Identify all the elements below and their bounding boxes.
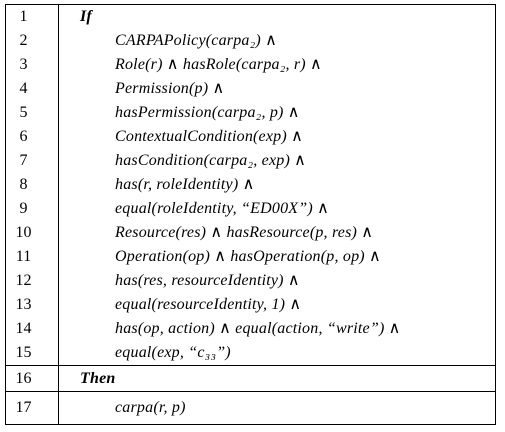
rule-condition: hasPermission(carpa₂, p) ∧ — [115, 104, 300, 121]
line-number: 3 — [19, 56, 28, 73]
rule-line-13: 13 equal(resourceIdentity, 1) ∧ — [6, 293, 495, 317]
rule-line-5: 5 hasPermission(carpa₂, p) ∧ — [6, 101, 495, 125]
line-number: 4 — [19, 80, 28, 97]
then-keyword: Then — [80, 370, 116, 387]
rule-line-2: 2 CARPAPolicy(carpa₂) ∧ — [6, 29, 495, 53]
line-number: 10 — [15, 224, 32, 241]
rule-table: 1 If 2 CARPAPolicy(carpa₂) ∧ 3 Role(r) ∧… — [5, 4, 496, 425]
line-number: 5 — [19, 104, 28, 121]
rule-line-9: 9 equal(roleIdentity, “ED00X”) ∧ — [6, 197, 495, 221]
line-number: 15 — [15, 344, 32, 361]
rule-line-8: 8 has(r, roleIdentity) ∧ — [6, 173, 495, 197]
line-number: 17 — [15, 399, 32, 416]
line-number: 9 — [19, 200, 28, 217]
rule-line-6: 6 ContextualCondition(exp) ∧ — [6, 125, 495, 149]
rule-line-1: 1 If — [6, 5, 495, 29]
rule-condition: equal(roleIdentity, “ED00X”) ∧ — [115, 200, 329, 217]
line-number: 2 — [19, 32, 28, 49]
section-divider — [6, 391, 495, 392]
rule-line-14: 14 has(op, action) ∧ equal(action, “writ… — [6, 317, 495, 341]
rule-line-17: 17 carpa(r, p) — [6, 396, 495, 420]
rule-condition: Resource(res) ∧ hasResource(p, res) ∧ — [115, 224, 374, 241]
line-number: 1 — [19, 8, 28, 25]
rule-line-7: 7 hasCondition(carpa₂, exp) ∧ — [6, 149, 495, 173]
rule-conclusion: carpa(r, p) — [115, 399, 186, 416]
rule-condition: CARPAPolicy(carpa₂) ∧ — [115, 32, 278, 49]
rule-condition: Operation(op) ∧ hasOperation(p, op) ∧ — [115, 248, 381, 265]
rule-line-15: 15 equal(exp, “c₃₃”) — [6, 341, 495, 365]
rule-condition: Role(r) ∧ hasRole(carpa₂, r) ∧ — [115, 56, 322, 73]
rule-line-3: 3 Role(r) ∧ hasRole(carpa₂, r) ∧ — [6, 53, 495, 77]
line-number: 16 — [15, 370, 32, 387]
rule-line-12: 12 has(res, resourceIdentity) ∧ — [6, 269, 495, 293]
line-number: 11 — [15, 248, 32, 265]
rule-condition: hasCondition(carpa₂, exp) ∧ — [115, 152, 307, 169]
rule-line-11: 11 Operation(op) ∧ hasOperation(p, op) ∧ — [6, 245, 495, 269]
rule-line-16: 16 Then — [6, 367, 495, 391]
rule-condition: equal(resourceIdentity, 1) ∧ — [115, 296, 302, 313]
line-number: 8 — [19, 176, 28, 193]
rule-line-10: 10 Resource(res) ∧ hasResource(p, res) ∧ — [6, 221, 495, 245]
line-number: 14 — [15, 320, 32, 337]
section-divider — [6, 365, 495, 366]
rule-condition: has(op, action) ∧ equal(action, “write”)… — [115, 320, 401, 337]
column-divider — [58, 5, 59, 424]
rule-condition: has(res, resourceIdentity) ∧ — [115, 272, 300, 289]
line-number: 7 — [19, 152, 28, 169]
rule-line-4: 4 Permission(p) ∧ — [6, 77, 495, 101]
line-number: 6 — [19, 128, 28, 145]
line-number: 13 — [15, 296, 32, 313]
rule-condition: Permission(p) ∧ — [115, 80, 225, 97]
if-keyword: If — [80, 8, 92, 25]
line-number: 12 — [15, 272, 32, 289]
rule-condition: ContextualCondition(exp) ∧ — [115, 128, 303, 145]
rule-condition: has(r, roleIdentity) ∧ — [115, 176, 255, 193]
rule-condition: equal(exp, “c₃₃”) — [115, 344, 231, 361]
